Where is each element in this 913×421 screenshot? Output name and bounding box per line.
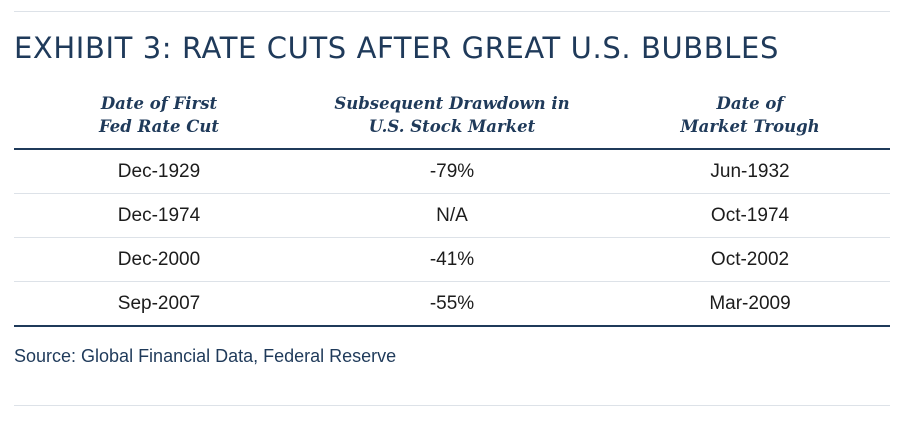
header-line: Date of First [100,94,218,113]
exhibit-title: EXHIBIT 3: RATE CUTS AFTER GREAT U.S. BU… [14,31,779,65]
table-body: Dec-1929 -79% Jun-1932 Dec-1974 N/A Oct-… [14,150,890,327]
header-drawdown: Subsequent Drawdown in U.S. Stock Market [297,92,607,138]
header-trough-date: Date of Market Trough [650,92,850,138]
rate-cuts-table: Date of First Fed Rate Cut Subsequent Dr… [14,92,890,327]
cell-drawdown: -55% [429,293,475,314]
cell-drawdown: N/A [436,205,468,226]
table-row: Sep-2007 -55% Mar-2009 [14,282,890,327]
table-row: Dec-2000 -41% Oct-2002 [14,238,890,282]
table-row: Dec-1974 N/A Oct-1974 [14,194,890,238]
cell-first-cut-date: Dec-1929 [117,161,201,182]
cell-first-cut-date: Sep-2007 [117,293,201,314]
header-first-cut-date: Date of First Fed Rate Cut [74,92,244,138]
top-divider [14,11,890,12]
bottom-divider [14,405,890,406]
cell-first-cut-date: Dec-1974 [117,205,201,226]
source-note: Source: Global Financial Data, Federal R… [14,346,397,366]
header-line: Fed Rate Cut [99,117,219,136]
cell-drawdown: -79% [429,161,475,182]
cell-trough-date: Mar-2009 [709,293,791,314]
cell-trough-date: Oct-1974 [710,205,790,226]
cell-trough-date: Jun-1932 [710,161,790,182]
header-line: Market Trough [680,117,820,136]
header-line: Date of [716,94,784,113]
cell-drawdown: -41% [429,249,475,270]
header-line: Subsequent Drawdown in [334,94,570,113]
cell-trough-date: Oct-2002 [710,249,790,270]
header-line: U.S. Stock Market [368,117,536,136]
table-row: Dec-1929 -79% Jun-1932 [14,150,890,194]
table-header: Date of First Fed Rate Cut Subsequent Dr… [14,92,890,150]
cell-first-cut-date: Dec-2000 [117,249,201,270]
